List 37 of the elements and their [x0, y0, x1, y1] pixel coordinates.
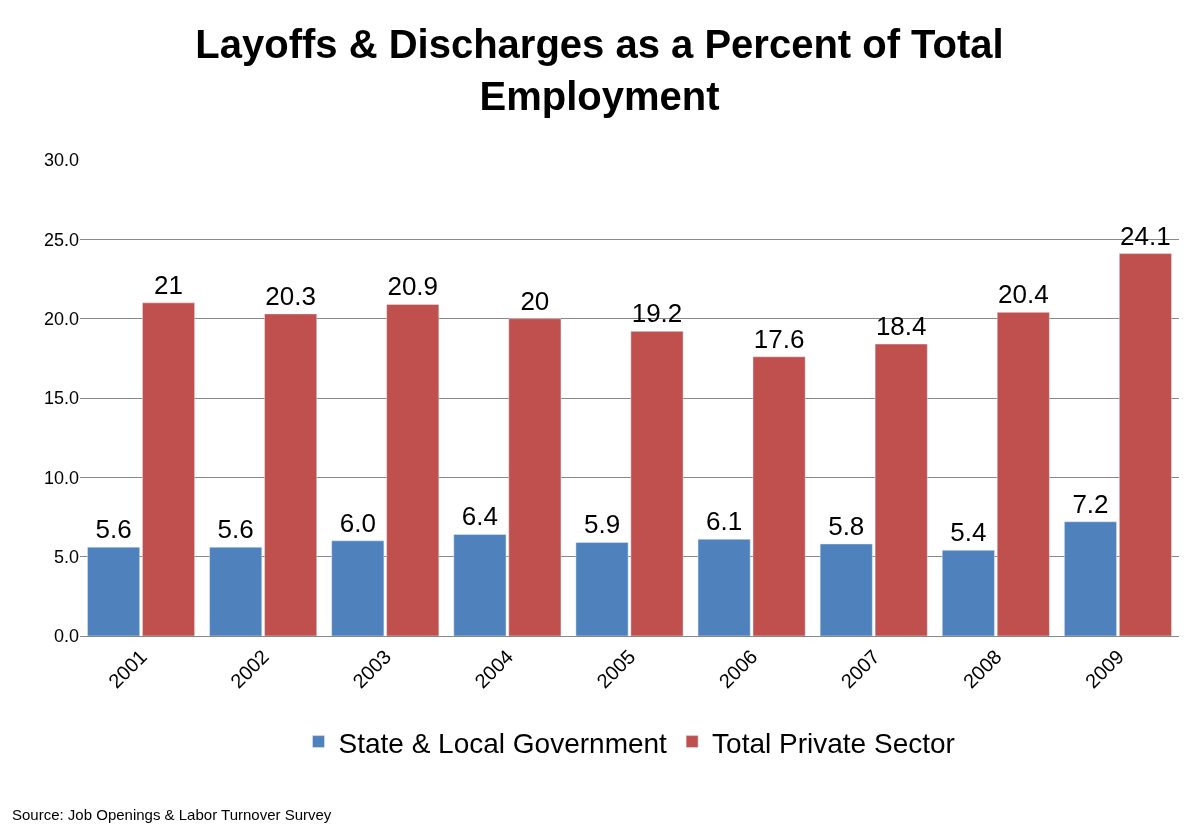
data-label: 19.2	[631, 298, 683, 329]
data-label: 7.2	[1072, 488, 1109, 519]
data-label: 5.6	[217, 514, 254, 545]
bar	[209, 546, 263, 636]
data-label: 20.3	[265, 280, 316, 311]
data-label: 20	[520, 285, 550, 316]
data-label: 6.1	[706, 506, 743, 537]
y-tick-label: 20.0	[43, 308, 79, 329]
y-tick-label: 30.0	[43, 150, 79, 171]
data-label: 6.4	[461, 501, 498, 532]
bar	[142, 302, 195, 636]
y-tick-label: 25.0	[43, 229, 79, 250]
data-label: 24.1	[1120, 220, 1171, 251]
data-label: 20.9	[387, 271, 439, 302]
source-note: Source: Job Openings & Labor Turnover Survey	[12, 806, 332, 823]
data-label: 6.0	[339, 507, 376, 538]
y-tick-label: 15.0	[43, 388, 79, 409]
data-label: 5.6	[95, 514, 132, 545]
data-label: 17.6	[753, 323, 805, 354]
y-tick-label: 10.0	[43, 467, 79, 488]
bar	[264, 313, 317, 636]
data-label: 20.4	[998, 279, 1049, 310]
data-label: 18.4	[875, 311, 927, 342]
bar	[1119, 253, 1172, 636]
bar	[996, 312, 1050, 636]
y-tick-label: 5.0	[53, 546, 79, 567]
bar	[942, 550, 995, 636]
legend-label: State & Local Government	[338, 727, 668, 759]
data-label: 5.8	[828, 510, 865, 541]
bar	[87, 546, 140, 636]
data-label: 5.4	[950, 517, 987, 548]
data-label: 5.9	[583, 509, 621, 540]
data-label: 21	[154, 269, 183, 300]
bar	[1064, 521, 1117, 636]
legend-label: Total Private Sector	[712, 727, 955, 759]
chart-title: Layoffs & Discharges as a Percent of Total Employment	[195, 21, 1004, 118]
y-tick-label: 0.0	[53, 626, 79, 647]
